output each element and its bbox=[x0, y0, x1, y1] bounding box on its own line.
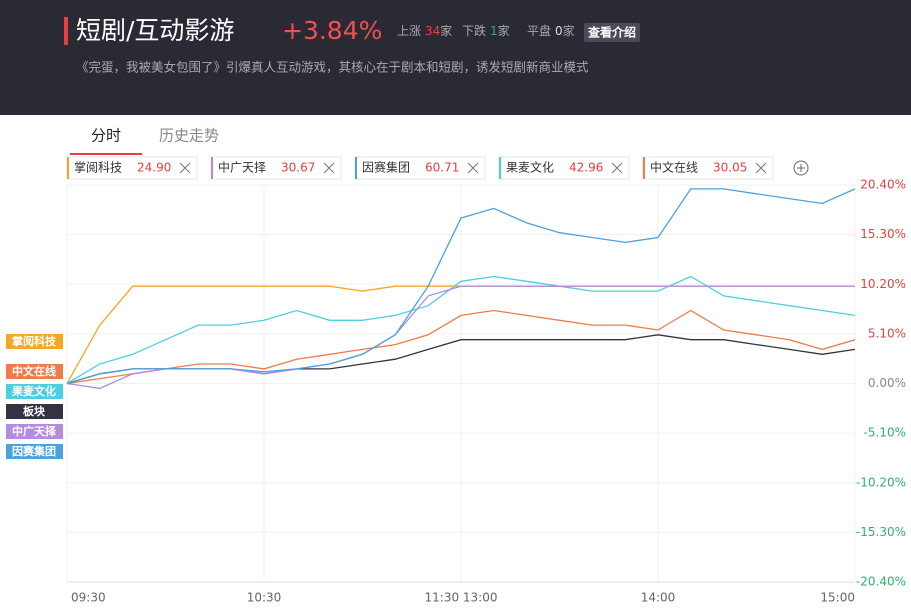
stat-unit: 家 bbox=[563, 23, 575, 38]
series-tag bbox=[6, 334, 63, 349]
series-tag-label: 因赛集团 bbox=[12, 444, 56, 458]
quote-name: 因赛集团 bbox=[362, 160, 410, 175]
quote-color bbox=[355, 157, 357, 179]
quote-close bbox=[611, 162, 623, 174]
stat-label: 上涨 bbox=[397, 23, 421, 38]
y-tick-label: 5.10% bbox=[868, 326, 906, 340]
intro-button[interactable] bbox=[584, 23, 640, 42]
quote-price: 24.90 bbox=[137, 161, 171, 175]
quote-color bbox=[499, 157, 501, 179]
quote-close bbox=[179, 162, 191, 174]
description: 《完蛋，我被美女包围了》引爆真人互动游戏，其核心在于剧本和短剧，诱发短剧新商业模… bbox=[76, 60, 589, 75]
quote-name: 果麦文化 bbox=[506, 160, 554, 175]
quote-close bbox=[755, 162, 767, 174]
quote-price: 30.67 bbox=[281, 161, 315, 175]
intro-button-text[interactable]: 查看介绍 bbox=[587, 25, 636, 40]
title: 短剧/互动影游 bbox=[76, 16, 234, 45]
quote-color bbox=[643, 157, 645, 179]
series-tag-label: 掌阅科技 bbox=[12, 334, 57, 348]
y-tick-label: 15.30% bbox=[860, 227, 906, 241]
quote-color bbox=[67, 157, 69, 179]
series-tag bbox=[6, 364, 63, 379]
stat: 平盘 0家 bbox=[527, 23, 575, 38]
add-icon bbox=[797, 164, 805, 172]
y-tick-label: 10.20% bbox=[860, 277, 906, 291]
series-tag-label: 果麦文化 bbox=[11, 384, 56, 398]
tab-underline bbox=[70, 153, 142, 155]
series-tag bbox=[6, 384, 63, 399]
quote-price: 60.71 bbox=[425, 161, 459, 175]
change: +3.84% bbox=[282, 16, 382, 45]
series-line bbox=[66, 188, 856, 385]
series-tag-label: 中文在线 bbox=[12, 364, 56, 378]
y-tick-label: -15.30% bbox=[856, 525, 906, 539]
quote-price: 42.96 bbox=[569, 161, 603, 175]
stat-label: 下跌 bbox=[462, 23, 486, 38]
series-line bbox=[66, 309, 856, 385]
quote-name: 中文在线 bbox=[650, 160, 698, 175]
stat-count: 0 bbox=[555, 24, 563, 38]
quote-close bbox=[467, 162, 479, 174]
stat-count: 34 bbox=[425, 24, 440, 38]
title-bar bbox=[64, 17, 68, 45]
series-tag-label: 板块 bbox=[23, 404, 46, 418]
x-tick-label: 09:30 bbox=[71, 591, 106, 605]
add-button[interactable] bbox=[793, 160, 809, 176]
stat: 上涨 34家 bbox=[397, 23, 452, 38]
stat-label: 平盘 bbox=[527, 23, 551, 38]
quote-name: 中广天择 bbox=[218, 160, 266, 175]
quote-close bbox=[323, 162, 335, 174]
series-line bbox=[66, 275, 856, 385]
y-tick-label: -10.20% bbox=[856, 475, 906, 489]
stat-count: 1 bbox=[490, 24, 498, 38]
stat-unit: 家 bbox=[498, 23, 510, 38]
y-tick-label: -20.40% bbox=[856, 575, 906, 589]
x-tick-label: 11:30 13:00 bbox=[425, 591, 498, 605]
quote-name: 掌阅科技 bbox=[74, 161, 122, 175]
series-tag bbox=[6, 444, 63, 459]
stat-unit: 家 bbox=[440, 23, 452, 38]
header-bg bbox=[0, 0, 911, 115]
x-tick-label: 14:00 bbox=[641, 591, 676, 605]
series-tag-label: 中广天择 bbox=[12, 424, 57, 438]
y-tick-label: -5.10% bbox=[864, 426, 906, 440]
tab[interactable]: 历史走势 bbox=[159, 127, 219, 145]
y-tick-label: 0.00% bbox=[868, 376, 906, 390]
x-tick-label: 10:30 bbox=[247, 591, 282, 605]
x-tick-label: 15:00 bbox=[820, 591, 855, 605]
series-tag bbox=[6, 404, 63, 419]
stat: 下跌 1家 bbox=[462, 23, 510, 38]
y-tick-label: 20.40% bbox=[860, 178, 906, 192]
series-tag bbox=[6, 424, 63, 439]
tab[interactable]: 分时 bbox=[91, 127, 121, 145]
quote-price: 30.05 bbox=[713, 161, 747, 175]
quote-color bbox=[211, 157, 213, 179]
